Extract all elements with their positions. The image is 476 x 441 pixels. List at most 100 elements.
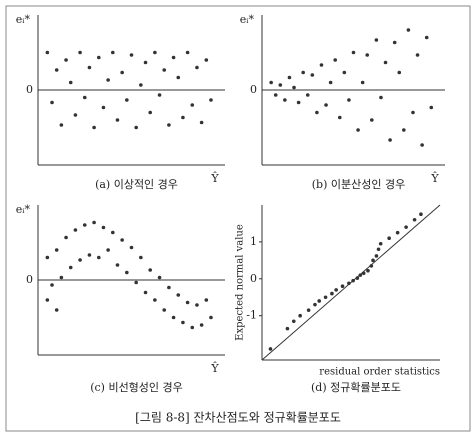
y-axis-label: eᵢ* <box>16 13 31 26</box>
point <box>199 323 204 327</box>
point <box>342 70 347 75</box>
point <box>330 291 334 296</box>
point <box>111 230 115 235</box>
point <box>92 220 96 225</box>
point <box>415 53 420 57</box>
point <box>45 298 50 302</box>
point <box>157 93 162 97</box>
point <box>50 283 54 287</box>
figure-caption: [그림 8-8] 잔차산점도와 정규확률분포도 <box>135 411 341 425</box>
y-axis-label: eᵢ* <box>240 13 255 26</box>
point <box>291 319 296 324</box>
y-tick-label: -1 <box>246 309 257 322</box>
point <box>120 70 124 75</box>
point <box>162 68 167 72</box>
point <box>64 58 68 62</box>
reference-line <box>261 204 441 361</box>
point <box>388 138 392 142</box>
point <box>181 320 185 325</box>
point <box>324 103 328 107</box>
point <box>195 65 199 70</box>
point <box>305 93 310 97</box>
point <box>340 284 345 288</box>
point <box>209 315 213 320</box>
point <box>176 75 181 80</box>
point <box>45 50 50 55</box>
point <box>292 85 296 90</box>
point <box>361 271 366 276</box>
point <box>73 113 78 117</box>
y-tick-label: 0 <box>26 83 33 96</box>
point <box>129 245 134 250</box>
point <box>315 110 319 115</box>
point <box>209 98 213 102</box>
x-axis-label: Ŷ <box>210 361 219 375</box>
point <box>365 53 370 57</box>
point <box>406 28 411 32</box>
point <box>190 325 195 330</box>
point <box>199 120 204 125</box>
point <box>392 40 397 45</box>
point <box>139 255 143 260</box>
point <box>87 65 92 70</box>
point <box>306 308 311 312</box>
point <box>96 55 101 60</box>
point <box>134 125 138 130</box>
point <box>287 75 292 80</box>
point <box>162 308 167 312</box>
point <box>78 50 82 55</box>
point <box>378 241 383 246</box>
point <box>50 100 54 105</box>
point <box>356 128 360 132</box>
point <box>424 35 429 40</box>
point <box>125 270 129 275</box>
point <box>420 143 424 147</box>
point <box>129 53 134 57</box>
panel-caption: (c) 비선형성인 경우 <box>90 381 183 394</box>
point <box>111 50 115 55</box>
point <box>59 275 64 280</box>
point <box>54 248 59 252</box>
point <box>185 300 190 305</box>
point <box>204 58 209 62</box>
point <box>268 347 273 351</box>
point <box>148 110 152 115</box>
point <box>64 235 68 240</box>
point <box>157 275 162 280</box>
point <box>78 258 82 262</box>
point <box>387 236 391 241</box>
point <box>115 263 120 267</box>
point <box>96 255 101 260</box>
point <box>68 80 73 85</box>
point <box>371 258 375 263</box>
point <box>278 83 283 87</box>
point <box>379 95 383 100</box>
point <box>347 98 351 102</box>
point <box>269 80 273 85</box>
point <box>334 288 338 292</box>
point <box>397 70 402 75</box>
point <box>298 313 302 318</box>
point <box>351 50 356 55</box>
point <box>101 105 106 110</box>
point <box>143 60 148 65</box>
point <box>171 55 176 60</box>
point <box>59 123 64 127</box>
point <box>366 268 370 273</box>
point <box>310 73 315 77</box>
point <box>134 280 138 285</box>
point <box>87 253 92 257</box>
point <box>323 295 328 300</box>
x-axis-label: residual order statistics <box>319 367 440 378</box>
point <box>285 326 290 331</box>
point <box>176 293 181 297</box>
y-axis-label: eᵢ* <box>16 203 31 216</box>
point <box>383 60 388 65</box>
point <box>317 299 322 303</box>
point <box>106 78 110 82</box>
point <box>101 225 106 230</box>
panel-caption: (b) 이분산성인 경우 <box>312 178 405 191</box>
point <box>301 70 305 75</box>
point <box>296 100 301 105</box>
point <box>358 273 363 277</box>
